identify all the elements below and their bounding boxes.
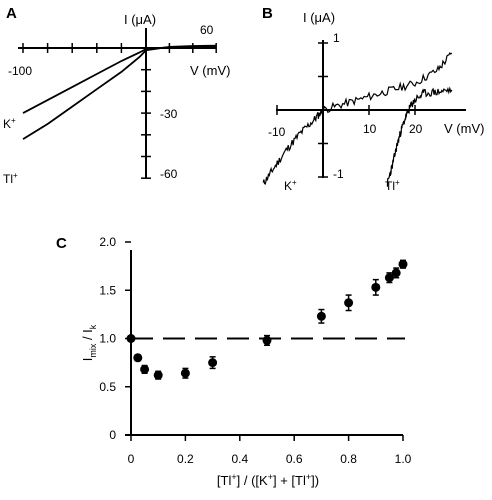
panel-c-marker-2 — [140, 364, 150, 374]
panel-a-legend-tl: Tl+ — [3, 171, 18, 186]
panel-a-ytick-label-1: -30 — [160, 107, 178, 121]
panel-c-point-1 — [133, 353, 143, 363]
panel-c-x-tick-label-0: 0 — [128, 452, 135, 466]
panel-c-x-ticks: 0 0.2 0.4 0.6 0.8 1.0 — [128, 435, 412, 466]
panel-b-label: B — [262, 5, 273, 22]
panel-c-marker-1 — [133, 353, 143, 363]
panel-b-y-ticks — [318, 42, 328, 178]
panel-c-label: C — [56, 235, 67, 252]
panel-b-xtick-label-3: 20 — [409, 122, 423, 136]
panel-a-series-tl — [22, 44, 217, 140]
panel-b-x-ticks — [276, 105, 416, 115]
panel-a-xtick-label-min: -100 — [8, 64, 32, 78]
panel-c-x-tick-label-1: 0.2 — [177, 452, 194, 466]
panel-c-point-0 — [126, 334, 136, 343]
panel-c-marker-0 — [126, 334, 136, 343]
panel-a-x-ticks — [22, 43, 217, 53]
panel-c: C 0 0.2 0.4 0.6 0.8 1.0 0 0.5 1.0 1.5 2.0 Imix / … — [56, 235, 412, 488]
panel-c-point-12 — [398, 259, 408, 269]
panel-c-ylabel: Imix / Ik — [80, 324, 98, 361]
panel-c-y-tick-label-1: 0.5 — [99, 380, 116, 394]
panel-c-y-tick-label-0: 0 — [109, 428, 116, 442]
panel-c-marker-8 — [344, 298, 354, 308]
panel-b-xtick-label-2: 10 — [363, 122, 377, 136]
panel-a-ytick-label-2: -60 — [160, 167, 178, 181]
panel-c-point-11 — [391, 267, 401, 279]
panel-a-series-k — [22, 45, 217, 114]
panel-c-point-8 — [344, 294, 354, 312]
panel-c-point-7 — [316, 308, 326, 324]
panel-b-legend-k: K+ — [284, 178, 297, 193]
panel-b-xlabel: V (mV) — [444, 121, 484, 136]
panel-c-xlabel: [Tl+] / ([K+] + [Tl+]) — [217, 472, 319, 488]
panel-c-marker-12 — [398, 259, 408, 269]
panel-c-point-5 — [208, 356, 218, 370]
panel-c-marker-11 — [391, 268, 401, 278]
panel-c-point-9 — [371, 278, 381, 296]
panel-c-y-ticks: 0 0.5 1.0 1.5 2.0 — [99, 235, 131, 442]
panel-c-x-tick-label-5: 1.0 — [395, 452, 412, 466]
panel-c-y-tick-label-4: 2.0 — [99, 235, 116, 249]
panel-c-marker-10 — [384, 273, 394, 283]
panel-c-y-tick-label-3: 1.5 — [99, 283, 116, 297]
panel-c-point-6 — [262, 334, 272, 347]
panel-c-x-tick-label-2: 0.4 — [231, 452, 248, 466]
panel-a-xtick-label-max: 60 — [200, 23, 214, 37]
panel-b-series-k — [262, 51, 453, 186]
panel-a: A I (μA) V (mV) -100 60 -30 -60 K+ Tl+ — [3, 5, 230, 186]
panel-a-ylabel: I (μA) — [124, 12, 156, 27]
panel-c-point-4 — [180, 367, 190, 379]
panel-c-marker-4 — [180, 368, 190, 378]
panel-b-legend-tl: Tl+ — [385, 178, 400, 193]
panel-c-marker-9 — [371, 282, 381, 292]
panel-c-x-tick-label-4: 0.8 — [340, 452, 357, 466]
panel-c-y-tick-label-2: 1.0 — [99, 332, 116, 346]
panel-b-series-tl — [386, 86, 453, 187]
panel-b-xtick-label-1: -10 — [268, 125, 286, 139]
panel-a-legend-k: K+ — [3, 116, 16, 131]
panel-b-ytick-label-1: 1 — [333, 31, 340, 45]
panel-b: B I (μA) V (mV) -10 10 20 1 -1 K+ Tl+ — [262, 5, 484, 193]
panel-a-y-ticks — [141, 68, 151, 179]
panel-b-ytick-label-2: -1 — [333, 167, 344, 181]
panel-c-marker-7 — [316, 311, 326, 321]
panel-c-marker-6 — [262, 335, 272, 345]
panel-c-point-2 — [140, 364, 150, 374]
panel-c-point-3 — [153, 370, 163, 380]
panel-c-marker-5 — [208, 358, 218, 368]
panel-c-points — [126, 259, 408, 380]
panel-c-x-tick-label-3: 0.6 — [286, 452, 303, 466]
panel-a-xlabel: V (mV) — [190, 63, 230, 78]
panel-a-label: A — [6, 5, 17, 22]
panel-c-marker-3 — [153, 370, 163, 380]
panel-b-ylabel: I (μA) — [303, 10, 335, 25]
panel-c-point-10 — [384, 272, 394, 284]
